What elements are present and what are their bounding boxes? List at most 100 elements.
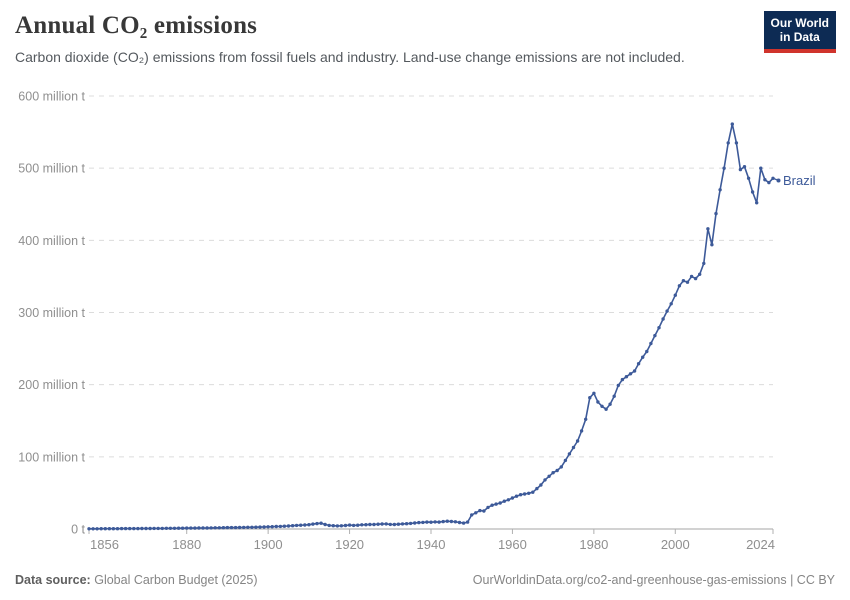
data-point-1978[interactable] — [584, 417, 588, 421]
data-point-2003[interactable] — [685, 280, 690, 284]
data-point-2014[interactable] — [730, 122, 734, 126]
data-point-1977[interactable] — [579, 429, 584, 433]
data-point-1875[interactable] — [164, 526, 169, 530]
data-point-1927[interactable] — [376, 522, 380, 526]
data-point-1923[interactable] — [360, 523, 364, 527]
data-point-1881[interactable] — [189, 526, 193, 530]
data-point-2015[interactable] — [734, 141, 739, 145]
data-point-2000[interactable] — [673, 293, 677, 297]
data-point-1883[interactable] — [197, 526, 201, 530]
data-point-1893[interactable] — [237, 525, 242, 530]
data-point-2001[interactable] — [677, 284, 682, 288]
data-point-1932[interactable] — [396, 522, 401, 526]
data-point-1864[interactable] — [119, 526, 124, 531]
data-point-2018[interactable] — [746, 176, 751, 180]
data-point-1892[interactable] — [233, 525, 238, 530]
data-point-1956[interactable] — [494, 502, 498, 506]
data-point-1937[interactable] — [417, 520, 421, 525]
data-point-1998[interactable] — [665, 309, 669, 313]
data-point-1903[interactable] — [278, 524, 283, 529]
data-point-1878[interactable] — [176, 526, 181, 530]
data-point-1950[interactable] — [470, 513, 474, 517]
data-point-1872[interactable] — [152, 526, 156, 531]
data-point-1983[interactable] — [604, 407, 608, 411]
data-point-1866[interactable] — [128, 526, 132, 531]
data-point-2023[interactable] — [767, 180, 771, 185]
data-point-1897[interactable] — [254, 525, 258, 529]
data-point-1898[interactable] — [258, 525, 262, 529]
data-point-1858[interactable] — [95, 527, 99, 531]
data-point-1982[interactable] — [600, 404, 604, 408]
data-point-1996[interactable] — [657, 326, 661, 330]
data-point-1990[interactable] — [632, 369, 637, 373]
data-point-2010[interactable] — [714, 211, 718, 216]
data-point-1936[interactable] — [413, 521, 417, 525]
data-point-1894[interactable] — [242, 525, 246, 530]
series-line-brazil[interactable] — [89, 123, 774, 530]
data-point-1879[interactable] — [180, 526, 185, 530]
data-point-1890[interactable] — [225, 525, 230, 530]
data-point-1876[interactable] — [168, 526, 173, 530]
data-point-2020[interactable] — [755, 201, 759, 205]
data-point-1966[interactable] — [535, 486, 539, 491]
data-point-1992[interactable] — [641, 355, 645, 359]
data-point-1862[interactable] — [111, 527, 116, 531]
data-point-2005[interactable] — [693, 276, 698, 281]
data-point-1993[interactable] — [645, 349, 649, 354]
data-point-1984[interactable] — [608, 402, 612, 406]
owid-logo[interactable]: Our World in Data — [763, 11, 836, 53]
data-point-2019[interactable] — [750, 190, 755, 194]
data-point-1972[interactable] — [559, 465, 563, 469]
data-point-1929[interactable] — [384, 522, 388, 526]
data-point-2004[interactable] — [689, 274, 694, 279]
series-end-label-brazil[interactable]: Brazil — [783, 173, 816, 188]
data-point-1945[interactable] — [449, 519, 454, 524]
data-point-1997[interactable] — [661, 317, 665, 321]
data-point-1952[interactable] — [478, 508, 482, 513]
data-point-1947[interactable] — [457, 520, 462, 525]
data-point-1949[interactable] — [465, 520, 470, 524]
data-point-1941[interactable] — [433, 520, 437, 524]
data-point-1873[interactable] — [156, 526, 160, 531]
data-point-1943[interactable] — [441, 519, 445, 524]
data-point-1918[interactable] — [339, 524, 344, 528]
data-point-1906[interactable] — [290, 524, 295, 528]
data-point-1859[interactable] — [99, 527, 103, 531]
data-point-2021[interactable] — [759, 166, 763, 170]
data-point-1882[interactable] — [193, 526, 197, 530]
data-point-1935[interactable] — [408, 521, 413, 526]
data-point-1999[interactable] — [669, 302, 673, 306]
data-point-1955[interactable] — [490, 503, 494, 507]
data-point-1953[interactable] — [482, 509, 486, 513]
data-point-1987[interactable] — [620, 377, 625, 382]
data-point-1963[interactable] — [522, 492, 527, 496]
data-point-1914[interactable] — [323, 522, 327, 527]
data-point-2009[interactable] — [710, 243, 714, 247]
license-credit-link[interactable]: OurWorldinData.org/co2-and-greenhouse-ga… — [472, 573, 835, 587]
data-point-1930[interactable] — [388, 522, 392, 527]
data-point-1912[interactable] — [315, 521, 319, 526]
data-point-1868[interactable] — [136, 526, 140, 531]
data-point-1865[interactable] — [123, 526, 128, 531]
data-point-1916[interactable] — [331, 524, 335, 528]
data-point-1988[interactable] — [624, 375, 629, 379]
data-point-2017[interactable] — [742, 165, 747, 169]
data-point-1954[interactable] — [486, 505, 490, 510]
data-point-1973[interactable] — [563, 458, 568, 463]
data-point-1911[interactable] — [311, 522, 315, 526]
data-point-1922[interactable] — [356, 523, 360, 527]
data-point-1989[interactable] — [628, 372, 633, 376]
data-point-1869[interactable] — [140, 526, 144, 531]
data-point-1867[interactable] — [132, 526, 136, 531]
data-point-2002[interactable] — [681, 279, 686, 283]
data-point-1924[interactable] — [364, 523, 368, 527]
data-point-1979[interactable] — [588, 396, 592, 400]
data-point-1909[interactable] — [303, 523, 307, 527]
data-point-1951[interactable] — [474, 511, 478, 515]
data-point-1860[interactable] — [103, 527, 108, 531]
data-point-2013[interactable] — [726, 141, 730, 145]
data-point-1915[interactable] — [327, 523, 331, 528]
data-point-1920[interactable] — [347, 523, 352, 527]
data-point-1902[interactable] — [274, 524, 278, 529]
data-point-1994[interactable] — [649, 341, 653, 346]
